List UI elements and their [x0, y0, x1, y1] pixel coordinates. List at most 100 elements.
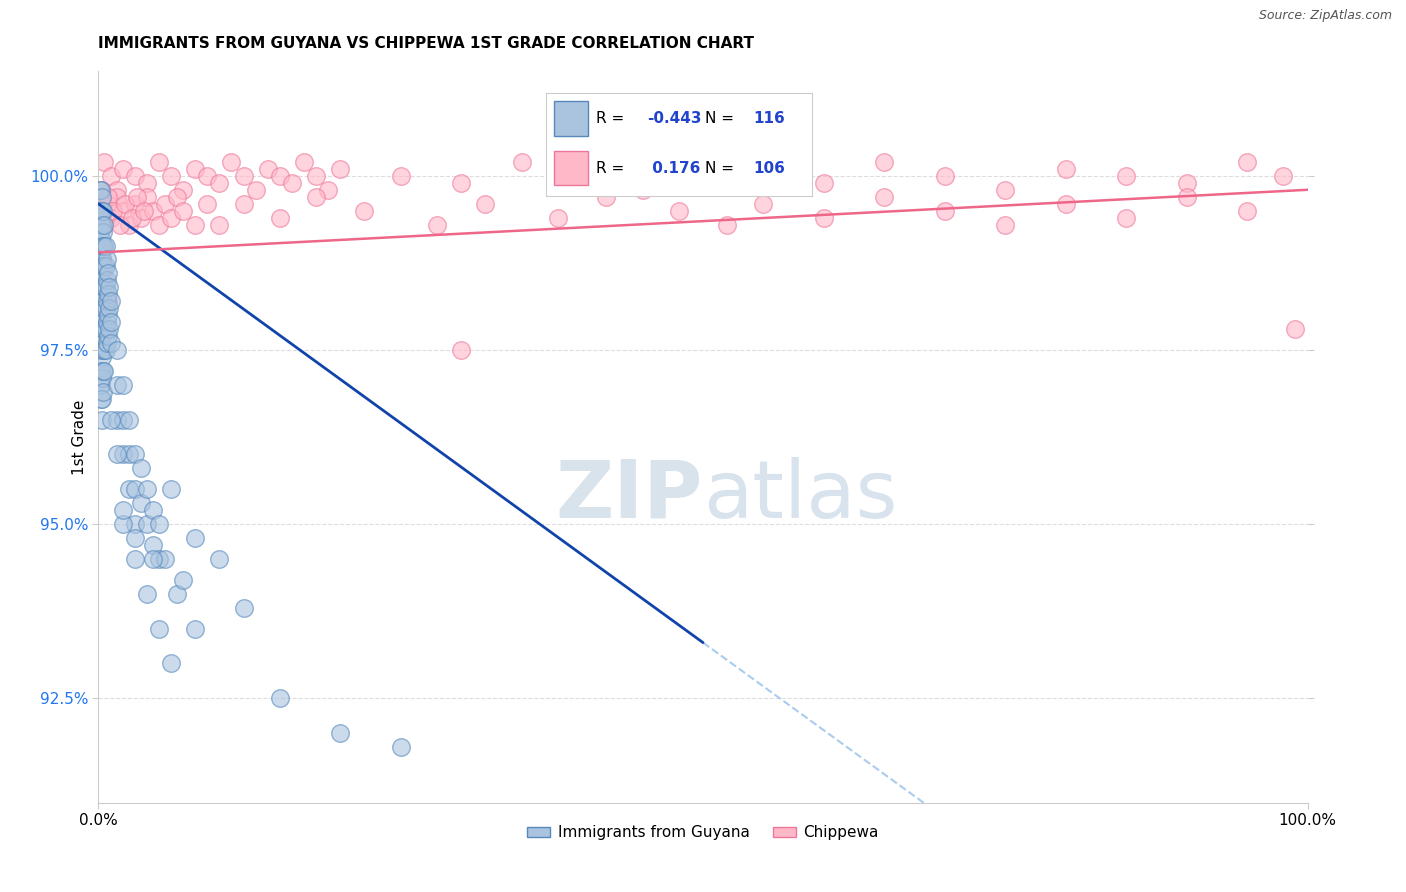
Point [91, 196, 114, 211]
Point [94, 260, 117, 274]
Point [90, 183, 112, 197]
Point [166, 587, 188, 601]
Point [91, 260, 114, 274]
Point [148, 155, 170, 169]
Point [89, 203, 111, 218]
Point [232, 169, 254, 183]
Point [93, 238, 115, 252]
Point [90, 329, 112, 343]
Point [91, 384, 114, 399]
Point [160, 483, 183, 497]
Point [135, 190, 157, 204]
Point [90, 364, 112, 378]
Point [813, 211, 835, 225]
Point [91, 343, 114, 357]
Point [716, 218, 738, 232]
Point [1115, 211, 1137, 225]
Point [142, 503, 165, 517]
Point [668, 203, 690, 218]
Point [91, 364, 114, 378]
Text: IMMIGRANTS FROM GUYANA VS CHIPPEWA 1ST GRADE CORRELATION CHART: IMMIGRANTS FROM GUYANA VS CHIPPEWA 1ST G… [98, 36, 755, 51]
Point [96, 315, 118, 329]
Point [160, 169, 183, 183]
Point [232, 600, 254, 615]
Point [94, 343, 117, 357]
Point [135, 587, 157, 601]
Point [1175, 176, 1198, 190]
Point [90, 294, 112, 309]
Point [934, 169, 956, 183]
Point [124, 169, 146, 183]
Point [184, 622, 207, 636]
Point [172, 183, 194, 197]
Point [91, 329, 114, 343]
Point [148, 218, 170, 232]
Point [631, 183, 654, 197]
Point [94, 280, 117, 294]
Point [111, 161, 134, 176]
Point [134, 203, 156, 218]
Point [1175, 190, 1198, 204]
Point [100, 336, 122, 351]
Point [208, 218, 231, 232]
Point [595, 190, 617, 204]
Point [1236, 155, 1258, 169]
Point [752, 169, 775, 183]
Point [91, 273, 114, 287]
Point [91, 252, 114, 267]
Point [114, 196, 136, 211]
Point [208, 176, 231, 190]
Point [813, 176, 835, 190]
Point [873, 155, 896, 169]
Point [142, 552, 165, 566]
Point [124, 552, 146, 566]
Point [389, 169, 412, 183]
Point [91, 203, 114, 218]
Point [1272, 169, 1295, 183]
Point [105, 183, 128, 197]
Point [91, 190, 114, 204]
Point [97, 287, 120, 301]
Point [752, 196, 775, 211]
Point [124, 531, 146, 545]
Point [96, 273, 118, 287]
Point [91, 203, 114, 218]
Point [269, 691, 291, 706]
Point [124, 448, 146, 462]
Point [100, 211, 122, 225]
Point [256, 161, 278, 176]
Point [91, 301, 114, 316]
Point [91, 308, 114, 322]
Point [474, 196, 496, 211]
Point [184, 218, 207, 232]
Point [93, 273, 115, 287]
Point [94, 322, 117, 336]
Point [105, 412, 128, 426]
Text: atlas: atlas [703, 457, 897, 534]
Point [148, 517, 170, 532]
Point [160, 211, 183, 225]
Point [91, 280, 114, 294]
Point [221, 155, 243, 169]
Point [89, 294, 111, 309]
Point [934, 203, 956, 218]
Point [510, 155, 533, 169]
Point [208, 552, 231, 566]
Point [91, 322, 114, 336]
Point [135, 483, 157, 497]
Point [90, 183, 112, 197]
Point [148, 622, 170, 636]
Point [108, 218, 131, 232]
Point [129, 211, 152, 225]
Point [166, 190, 188, 204]
Point [450, 176, 472, 190]
Point [93, 155, 115, 169]
Point [91, 371, 114, 385]
Point [96, 252, 118, 267]
Point [118, 218, 141, 232]
Point [93, 280, 115, 294]
Point [91, 238, 114, 252]
Text: ZIP: ZIP [555, 457, 703, 534]
Point [129, 496, 152, 510]
Point [873, 190, 896, 204]
